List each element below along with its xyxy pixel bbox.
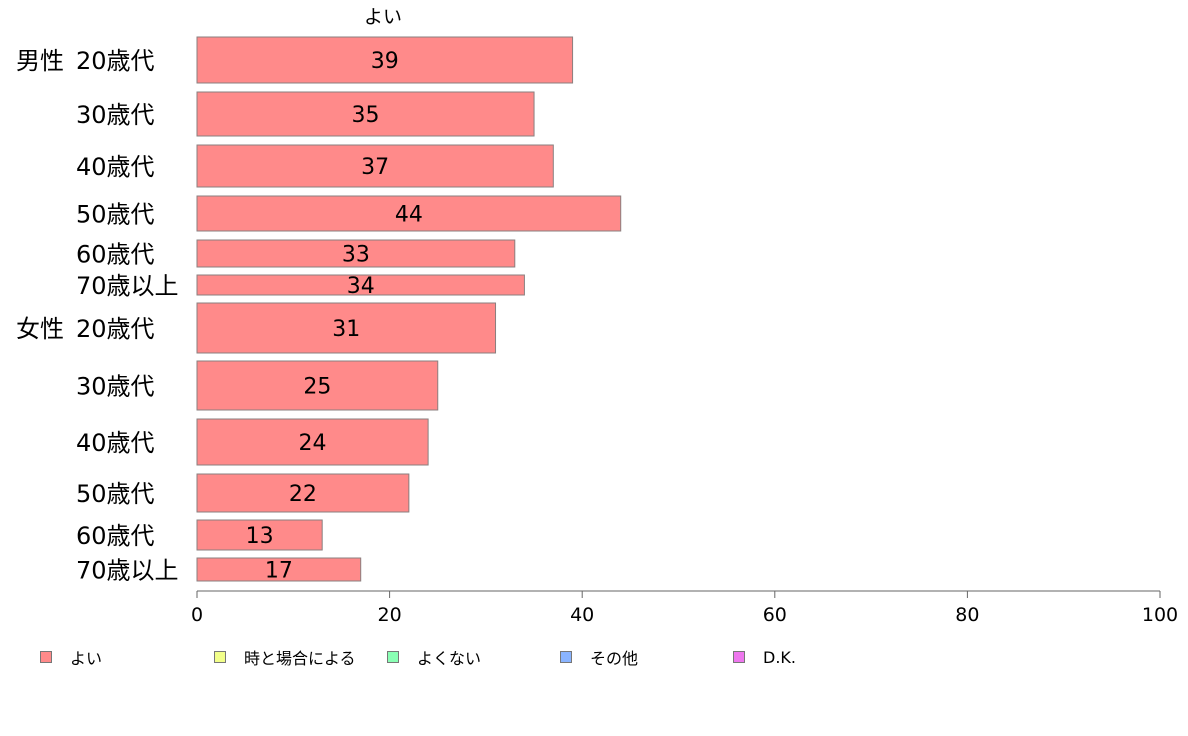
- x-tick-label: 40: [570, 604, 594, 626]
- category-label: 20歳代: [76, 47, 155, 75]
- bar-male-1: [196, 91, 535, 137]
- value-label: 39: [371, 49, 399, 74]
- bar-female-3: [196, 473, 410, 513]
- bar-female-5: [196, 557, 362, 582]
- group-label: 男性: [16, 47, 64, 75]
- chart-legend: よい 時と場合による よくない その他 D.K.: [0, 646, 1188, 668]
- legend-label-depends: 時と場合による: [244, 649, 356, 668]
- legend-item-other: その他: [560, 646, 638, 668]
- bar-male-3: [196, 195, 622, 232]
- legend-label-other: その他: [590, 649, 639, 668]
- legend-swatch-depends: [214, 651, 226, 663]
- bar-female-4: [196, 519, 323, 551]
- legend-swatch-good: [40, 651, 52, 663]
- category-label: 40歳代: [76, 153, 155, 181]
- legend-swatch-dk: [733, 651, 745, 663]
- value-label: 31: [332, 317, 360, 342]
- x-tick-label: 80: [955, 604, 979, 626]
- bar-female-2: [196, 418, 429, 466]
- legend-item-dk: D.K.: [733, 646, 796, 668]
- value-label: 24: [299, 431, 327, 456]
- x-tick-label: 60: [763, 604, 787, 626]
- bar-female-1: [196, 360, 439, 411]
- bar-male-5: [196, 274, 525, 296]
- x-tick-label: 100: [1142, 604, 1178, 626]
- legend-label-dk: D.K.: [763, 647, 796, 667]
- category-label: 30歳代: [76, 101, 155, 129]
- legend-label-good: よい: [70, 649, 103, 668]
- x-tick-label: 20: [378, 604, 402, 626]
- value-label: 33: [342, 243, 370, 268]
- value-label: 35: [352, 103, 380, 128]
- legend-swatch-not-good: [387, 651, 399, 663]
- legend-label-not-good: よくない: [417, 649, 482, 668]
- category-label: 60歳代: [76, 522, 155, 550]
- value-label: 22: [289, 482, 317, 507]
- bar-female-0: [196, 302, 497, 354]
- value-label: 37: [361, 155, 389, 180]
- category-label: 60歳代: [76, 241, 155, 269]
- category-label: 40歳代: [76, 429, 155, 457]
- value-label: 25: [303, 375, 331, 400]
- chart-title: よい: [364, 6, 402, 28]
- value-label: 44: [395, 203, 423, 228]
- category-label: 30歳代: [76, 373, 155, 401]
- category-label: 50歳代: [76, 480, 155, 508]
- category-label: 70歳以上: [76, 557, 179, 585]
- group-label: 女性: [16, 315, 64, 343]
- value-label: 34: [347, 274, 375, 299]
- bar-male-0: [196, 36, 574, 84]
- category-label: 50歳代: [76, 201, 155, 229]
- category-label: 70歳以上: [76, 272, 179, 300]
- legend-item-good: よい: [40, 646, 102, 668]
- bar-male-2: [196, 144, 554, 188]
- bar-male-4: [196, 239, 516, 268]
- legend-item-not-good: よくない: [387, 646, 481, 668]
- legend-swatch-other: [560, 651, 572, 663]
- value-label: 17: [265, 559, 293, 584]
- legend-item-depends: 時と場合による: [214, 646, 356, 668]
- x-tick-label: 0: [191, 604, 203, 626]
- value-label: 13: [246, 524, 274, 549]
- category-label: 20歳代: [76, 315, 155, 343]
